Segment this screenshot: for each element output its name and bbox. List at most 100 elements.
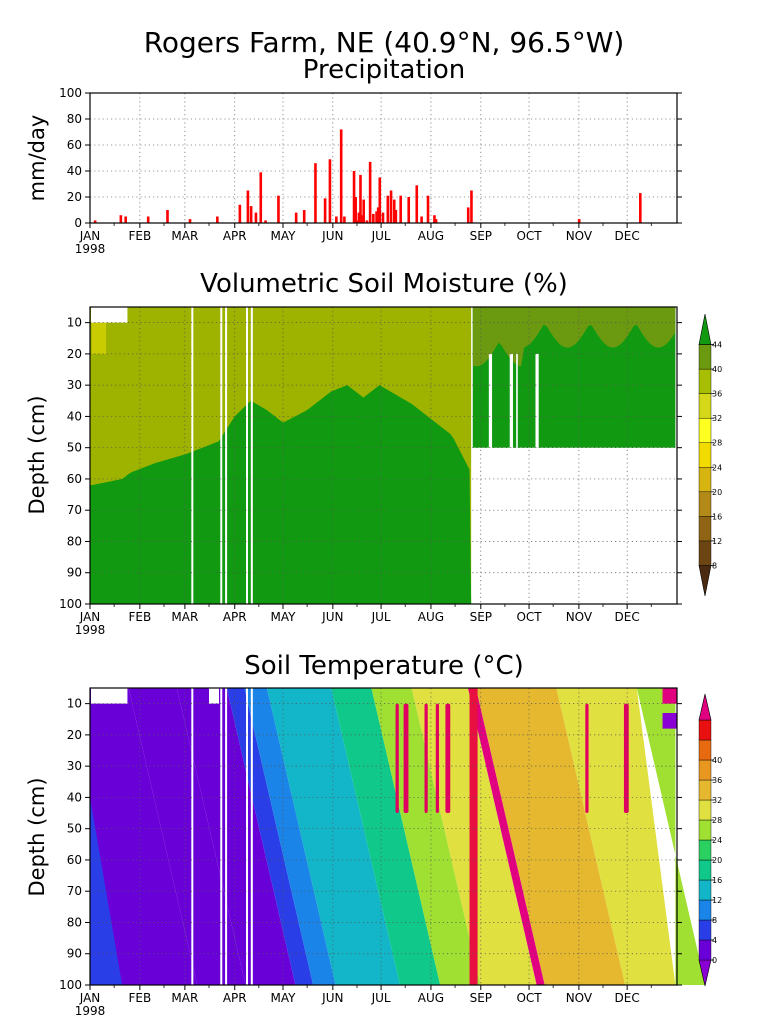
colorbar-label: 28 [712,816,722,825]
y-tick-label: 30 [67,759,82,773]
temperature-band [475,688,626,985]
temperature-warm-column [469,688,478,985]
precip-bar [335,216,338,223]
x-tick-label: JUN [321,610,343,624]
colorbar-segment [698,859,712,881]
precip-bar [466,207,470,223]
y-tick-label: 100 [59,978,82,992]
colorbar-segment [698,491,712,517]
x-tick-label: AUG [418,610,444,624]
y-tick-label: 40 [67,164,82,178]
x-tick-label: JAN [79,610,101,624]
precip-bar [433,215,436,223]
precip-bar [314,163,317,223]
precip-bar [238,204,242,223]
y-tick-label: 60 [67,853,82,867]
precip-y-axis-label: mm/day [25,115,49,202]
colorbar-arrow-bottom [698,565,712,597]
moisture-shallow-layer [90,307,472,354]
precip-bar [372,213,375,223]
x-tick-label: FEB [128,229,151,243]
moisture-level-gt44 [90,385,472,604]
temperature-hot-spell [445,703,451,814]
x-tick-label: DEC [615,229,640,243]
colorbar-label: 36 [712,390,722,399]
moisture-colorbar: 8 12 16 20 24 28 32 36 40 44 [698,313,722,597]
precip-bar [426,195,430,223]
y-tick-label: 50 [67,822,82,836]
temperature-missing-bar [191,688,194,985]
colorbar-segment [698,919,712,941]
precip-bar [359,174,362,223]
y-tick-label: 20 [67,190,82,204]
precip-bar [146,216,150,223]
y-tick-label: 30 [67,378,82,392]
x-tick-label: OCT [516,610,542,624]
temperature-hot-spell [403,703,409,814]
colorbar-segment [698,516,712,542]
colorbar-label: 32 [712,414,722,423]
precip-bar [294,212,298,223]
temperature-y-axis-label: Depth (cm) [25,777,49,896]
chart-subtitle: Precipitation [303,55,466,85]
moisture-title: Volumetric Soil Moisture (%) [200,269,568,299]
y-tick-label: 70 [67,884,82,898]
temperature-dec-cold [662,713,677,729]
y-tick-label: 70 [67,503,82,517]
moisture-missing-bar [220,307,223,604]
y-tick-label: 20 [67,728,82,742]
precip-bar [378,177,382,223]
temperature-band [467,688,545,985]
colorbar-segment [698,719,712,741]
temperature-panel: Soil Temperature (°C) 102030405060708090… [25,651,722,1018]
plot-frame [89,687,678,986]
x-tick-label: JUL [371,229,391,243]
x-tick-label: MAY [271,610,297,624]
x-tick-label: NOV [566,991,593,1005]
temperature-band [331,688,441,985]
moisture-missing-gap [535,353,539,448]
colorbar-label: 12 [712,537,722,546]
colorbar-label: 8 [712,916,717,925]
precip-bar [246,190,250,223]
temperature-hot-spell [395,703,399,814]
plot-frame [89,306,678,605]
precip-bar [216,216,219,223]
x-tick-label: APR [223,610,247,624]
colorbar-label: 40 [712,756,722,765]
moisture-y-axis-label: Depth (cm) [25,395,49,514]
precip-bar [323,198,327,223]
temperature-missing-block [209,688,220,704]
colorbar-label: 24 [712,463,722,472]
x-tick-label: FEB [128,610,151,624]
temperature-colorbar: 0 4 8 12 16 20 24 28 32 36 40 [698,693,722,987]
x-tick-label: JUL [371,991,391,1005]
year-label: 1998 [75,1004,106,1018]
x-tick-label: OCT [516,229,542,243]
precip-bar [354,197,357,223]
colorbar-label: 20 [712,856,722,865]
x-tick-label: JAN [79,991,101,1005]
colorbar-label: 16 [712,512,722,521]
colorbar-label: 4 [712,936,717,945]
y-tick-label: 80 [67,534,82,548]
precip-bar [577,219,581,223]
precip-bar [188,219,192,223]
moisture-missing-bar [245,307,248,604]
precip-bar [375,211,378,223]
temperature-hot-spell [585,703,589,814]
moisture-missing-bar [250,307,253,604]
precip-bar [407,197,411,223]
x-tick-label: MAR [171,610,198,624]
colorbar-label: 12 [712,896,722,905]
x-tick-label: FEB [128,991,151,1005]
y-tick-label: 10 [67,697,82,711]
moisture-missing-gap [516,353,518,448]
moisture-missing-gap [509,353,513,448]
precip-bar [376,207,380,223]
precip-bar [420,216,423,223]
y-tick-label: 50 [67,441,82,455]
temperature-band [244,688,336,985]
colorbar-label: 8 [712,561,717,570]
colorbar-segment [698,819,712,841]
